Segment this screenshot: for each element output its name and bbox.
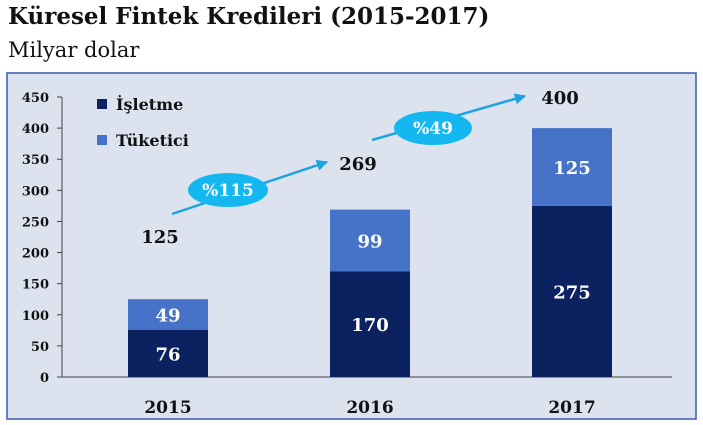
- y-tick-label: 250: [22, 215, 49, 230]
- bar-segment-tuketici: [532, 128, 612, 206]
- bar-label-isletme: 275: [553, 282, 591, 303]
- total-label: 400: [541, 88, 579, 109]
- bar-segment-tuketici: [330, 209, 410, 272]
- bar-segment-isletme: [128, 329, 208, 377]
- x-tick-label: 2017: [548, 398, 595, 418]
- y-tick-label: 200: [22, 247, 49, 262]
- growth-label: %115: [202, 181, 254, 201]
- legend: İşletme Tüketici: [97, 94, 189, 150]
- legend-tuketici-label: Tüketici: [116, 131, 189, 150]
- total-label: 269: [339, 154, 377, 175]
- chart-subtitle: Milyar dolar: [8, 38, 140, 62]
- bar-label-tuketici: 125: [553, 158, 591, 179]
- y-tick-label: 50: [31, 340, 49, 355]
- y-tick-label: 300: [22, 184, 49, 199]
- y-tick-label: 0: [40, 371, 49, 386]
- y-tick-label: 400: [22, 122, 49, 137]
- total-label: 125: [141, 227, 179, 248]
- growth-bubble: [394, 111, 472, 145]
- x-tick-label: 2015: [144, 398, 191, 418]
- y-tick-label: 350: [22, 153, 49, 168]
- y-tick-label: 450: [22, 91, 49, 106]
- chart-title: Küresel Fintek Kredileri (2015-2017): [8, 3, 490, 30]
- bars: 76 49 170 99 275 125: [128, 128, 612, 377]
- legend-isletme-label: İşletme: [116, 94, 183, 114]
- bar-label-isletme: 76: [155, 344, 180, 365]
- bar-segment-isletme: [532, 205, 612, 377]
- legend-tuketici-swatch: [97, 135, 107, 145]
- growth-annotations: 125 269 400 %115 %49: [141, 88, 579, 248]
- y-axis: 0 50 100 150 200 250 300 350 400 450: [22, 91, 63, 386]
- bar-segment-isletme: [330, 271, 410, 377]
- y-tick-label: 100: [22, 309, 49, 324]
- bar-label-tuketici: 99: [357, 231, 382, 252]
- bar-label-tuketici: 49: [155, 305, 180, 326]
- growth-bubble: [188, 173, 268, 207]
- legend-isletme-swatch: [97, 99, 107, 109]
- y-tick-label: 150: [22, 278, 49, 293]
- growth-label: %49: [413, 119, 453, 139]
- x-tick-label: 2016: [346, 398, 393, 418]
- bar-segment-tuketici: [128, 299, 208, 330]
- bar-label-isletme: 170: [351, 315, 389, 336]
